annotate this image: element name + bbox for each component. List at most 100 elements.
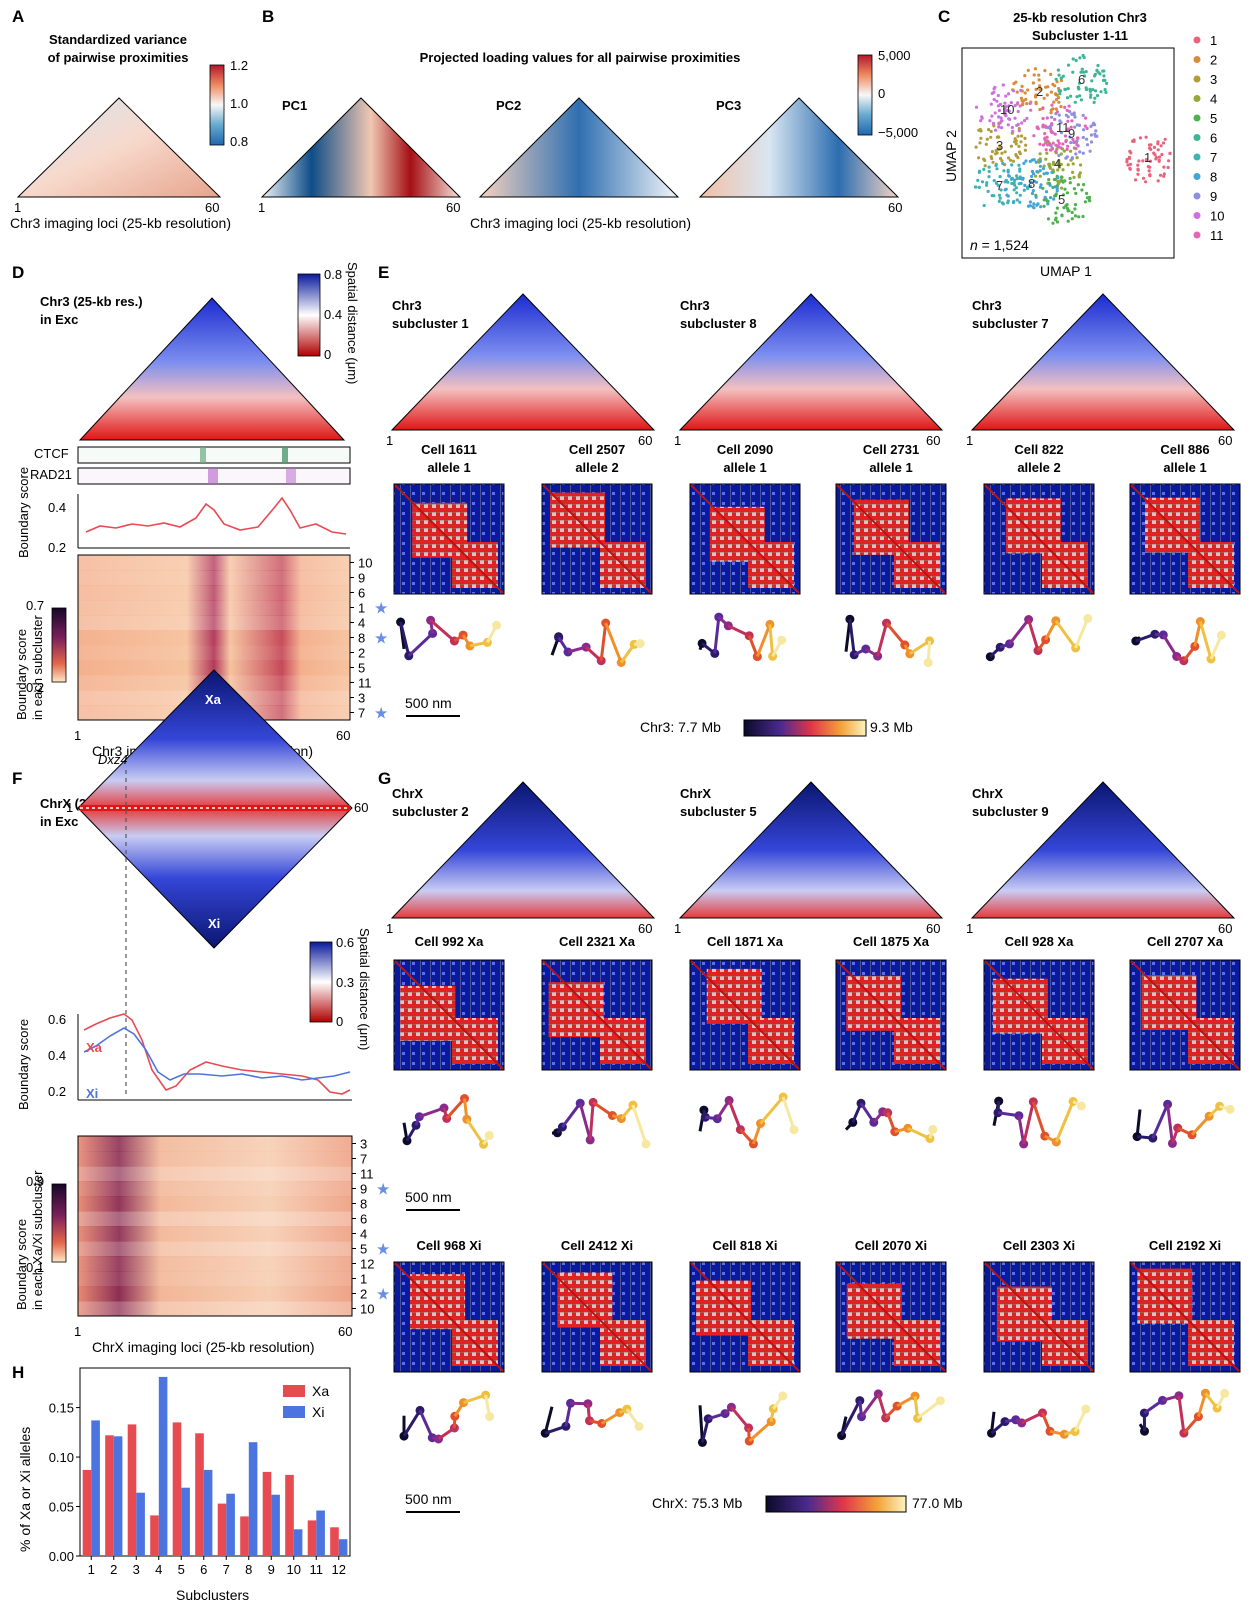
umap-cluster-label: 5 [1058,192,1065,207]
chain-segment [1017,1115,1026,1145]
umap-point [1084,70,1088,74]
umap-point [1024,159,1028,163]
umap-point [1015,123,1019,127]
umap-point [1078,150,1082,154]
umap-point [1038,174,1042,178]
chain-segment [768,624,775,657]
chain-segment [1027,619,1040,652]
umap-point [1141,159,1145,163]
umap-point [1017,163,1021,167]
umap-point [977,185,982,189]
umap-point [1060,213,1064,217]
chain-bead [935,1396,945,1406]
umap-point [1032,202,1036,206]
umap-point [1025,116,1029,120]
heatmap-row-label: 11 [360,1167,374,1182]
umap-point [1056,68,1060,72]
umap-point [1089,93,1093,97]
chrx-xi-chain-traces [399,1388,1230,1447]
ctcf-track-label: CTCF [34,446,69,461]
umap-point [1032,158,1036,162]
panel-f: F ChrX (25-kb res.) in Exc Xa Xi 1 60 Dx… [12,669,390,1355]
cell-map-frame [983,959,1095,1071]
umap-point [993,152,998,156]
chain-bead [778,1391,788,1401]
umap-point [1010,163,1014,167]
umap-point [985,183,989,187]
umap-point [1048,127,1053,131]
x-tick-label: 6 [200,1562,207,1577]
umap-point [998,196,1002,200]
bar-xa [172,1422,182,1556]
panel-f-x-label: ChrX imaging loci (25-kb resolution) [92,1339,315,1355]
umap-legend-marker [1193,134,1201,141]
panel-a-x-start: 1 [14,200,21,215]
highlight-star-icon: ★ [376,1182,390,1199]
umap-point [1000,151,1004,155]
xa-map-label: Xa [205,692,222,707]
umap-point [1152,145,1157,149]
umap-point [1026,186,1030,191]
bar-xa [105,1435,114,1556]
umap-point [1047,178,1051,182]
umap-point [1158,173,1163,177]
panel-f-cbar-label: Spatial distance (μm) [357,928,372,1050]
xi-map-label: Xi [208,916,220,931]
scale-bar-label: 500 nm [405,1189,452,1205]
umap-point [984,142,988,146]
umap-legend-marker [1193,56,1201,63]
umap-point [1012,188,1016,192]
panel-d-cbar-label: Spatial distance (μm) [345,262,360,384]
umap-point [1125,160,1129,164]
umap-point [998,175,1002,179]
panel-d-title-line1: Chr3 (25-kb res.) [40,294,143,309]
umap-point [1080,188,1084,192]
umap-point [1073,203,1078,207]
cell-map-domain [992,978,1048,1034]
umap-point [1055,206,1059,210]
umap-cluster-label: 1 [1144,150,1151,165]
umap-point [1068,176,1072,181]
cell-map-frame [1129,959,1241,1071]
umap-point [980,180,985,184]
cell-map-domain [696,1280,752,1336]
bar-chart-y-ticks: 0.00 0.05 0.10 0.15 [49,1401,80,1564]
umap-point [1147,169,1151,173]
bar-chart-x-label: Subclusters [176,1587,249,1603]
bar-xi [226,1493,235,1556]
umap-legend-marker [1193,114,1201,122]
chain-bead [923,658,933,668]
umap-point [1051,82,1055,86]
subcluster-map-title: subcluster 9 [972,804,1049,819]
umap-point [979,119,983,123]
umap-point [1041,186,1045,190]
umap-point [987,165,991,169]
subcluster-map-title: subcluster 7 [972,316,1049,331]
umap-point [1084,116,1088,120]
bar-xi [338,1539,348,1556]
umap-point [1041,116,1045,121]
umap-point [1023,136,1027,140]
chr3-colormap-start-label: Chr3: 7.7 Mb [640,719,721,735]
umap-point [1093,96,1097,100]
umap-point [1061,142,1065,146]
heatmap-row-label: 6 [360,1212,367,1227]
panel-label-d: D [12,263,24,282]
heatmap-row [78,630,350,646]
cell-map-domain [846,975,902,1031]
panel-d: D Chr3 (25-kb res.) in Exc 0.8 0.4 0 Spa… [12,262,388,759]
umap-point [992,179,996,183]
umap-point [1076,183,1080,187]
panel-d-cbar-tick: 0.4 [324,307,342,322]
umap-point [1015,90,1019,94]
heatmap-row-label: 2 [360,1287,367,1302]
umap-point [1003,110,1007,114]
highlight-star-icon: ★ [376,1242,390,1259]
umap-point [1050,115,1054,119]
umap-point [1050,147,1054,151]
umap-point [1098,72,1102,76]
heatmap-row-label: 3 [360,1137,367,1152]
umap-point [1003,188,1007,192]
panel-a-colorbar [209,64,225,146]
panel-label-h: H [12,1363,24,1382]
